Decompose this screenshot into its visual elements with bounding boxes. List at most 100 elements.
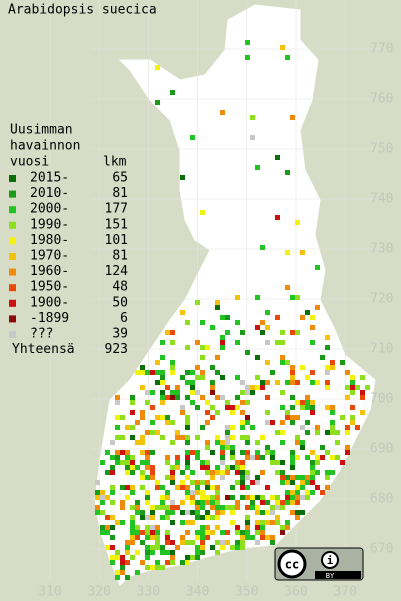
grid-square bbox=[215, 525, 220, 530]
grid-square bbox=[215, 370, 220, 375]
x-axis-label: 330 bbox=[137, 585, 160, 600]
grid-square bbox=[245, 485, 250, 490]
grid-square bbox=[170, 420, 175, 425]
grid-square bbox=[240, 425, 245, 430]
grid-square bbox=[180, 375, 185, 380]
grid-square bbox=[280, 405, 285, 410]
grid-square bbox=[295, 515, 300, 520]
grid-square bbox=[275, 505, 280, 510]
grid-square bbox=[130, 540, 135, 545]
grid-square bbox=[150, 470, 155, 475]
grid-square bbox=[170, 465, 175, 470]
legend-count: 81 bbox=[112, 186, 128, 201]
grid-square bbox=[315, 305, 320, 310]
grid-square bbox=[190, 510, 195, 515]
grid-square bbox=[165, 495, 170, 500]
grid-square bbox=[205, 345, 210, 350]
grid-square bbox=[255, 475, 260, 480]
y-axis-label: 720 bbox=[370, 292, 393, 307]
grid-square bbox=[160, 545, 165, 550]
grid-square bbox=[325, 335, 330, 340]
grid-square bbox=[95, 490, 100, 495]
grid-square bbox=[285, 360, 290, 365]
grid-square bbox=[100, 495, 105, 500]
grid-square bbox=[165, 420, 170, 425]
grid-square bbox=[105, 530, 110, 535]
grid-square bbox=[240, 475, 245, 480]
grid-square bbox=[280, 390, 285, 395]
grid-square bbox=[185, 540, 190, 545]
grid-square bbox=[240, 380, 245, 385]
grid-square bbox=[215, 505, 220, 510]
grid-square bbox=[290, 460, 295, 465]
grid-square bbox=[305, 475, 310, 480]
legend-swatch bbox=[9, 237, 16, 245]
grid-square bbox=[195, 490, 200, 495]
grid-square bbox=[140, 415, 145, 420]
grid-square bbox=[210, 385, 215, 390]
grid-square bbox=[140, 475, 145, 480]
grid-square bbox=[350, 415, 355, 420]
grid-square bbox=[185, 465, 190, 470]
grid-square bbox=[275, 515, 280, 520]
y-axis-label: 680 bbox=[370, 492, 393, 507]
grid-square bbox=[165, 560, 170, 565]
grid-square bbox=[160, 390, 165, 395]
grid-square bbox=[210, 485, 215, 490]
grid-square bbox=[280, 45, 285, 50]
legend-swatch bbox=[9, 284, 16, 292]
grid-square bbox=[200, 320, 205, 325]
grid-square bbox=[290, 450, 295, 455]
cc-badge: cc i BY bbox=[274, 547, 364, 581]
grid-square bbox=[305, 405, 310, 410]
grid-square bbox=[200, 490, 205, 495]
grid-square bbox=[290, 465, 295, 470]
grid-square bbox=[240, 420, 245, 425]
grid-square bbox=[115, 460, 120, 465]
grid-square bbox=[210, 365, 215, 370]
x-axis-label: 370 bbox=[333, 585, 356, 600]
grid-square bbox=[295, 490, 300, 495]
grid-square bbox=[275, 495, 280, 500]
grid-square bbox=[255, 480, 260, 485]
grid-square bbox=[280, 430, 285, 435]
grid-square bbox=[200, 345, 205, 350]
grid-square bbox=[105, 545, 110, 550]
grid-square bbox=[310, 475, 315, 480]
grid-square bbox=[235, 470, 240, 475]
grid-square bbox=[225, 465, 230, 470]
grid-square bbox=[245, 350, 250, 355]
grid-square bbox=[205, 410, 210, 415]
grid-square bbox=[145, 555, 150, 560]
grid-square bbox=[145, 450, 150, 455]
grid-square bbox=[250, 425, 255, 430]
grid-square bbox=[295, 510, 300, 515]
grid-square bbox=[190, 480, 195, 485]
grid-square bbox=[220, 470, 225, 475]
grid-square bbox=[245, 505, 250, 510]
grid-square bbox=[180, 470, 185, 475]
grid-square bbox=[295, 495, 300, 500]
grid-square bbox=[260, 470, 265, 475]
grid-square bbox=[315, 485, 320, 490]
grid-square bbox=[330, 360, 335, 365]
grid-square bbox=[170, 550, 175, 555]
grid-square bbox=[180, 480, 185, 485]
grid-square bbox=[305, 375, 310, 380]
grid-square bbox=[200, 460, 205, 465]
y-axis-label: 710 bbox=[370, 342, 393, 357]
legend-count: 151 bbox=[105, 217, 128, 232]
grid-square bbox=[125, 560, 130, 565]
grid-square bbox=[195, 300, 200, 305]
grid-square bbox=[205, 485, 210, 490]
grid-square bbox=[110, 485, 115, 490]
grid-square bbox=[245, 450, 250, 455]
grid-square bbox=[100, 500, 105, 505]
legend-count: 6 bbox=[120, 311, 128, 326]
grid-square bbox=[205, 440, 210, 445]
grid-square bbox=[265, 325, 270, 330]
grid-square bbox=[130, 525, 135, 530]
grid-square bbox=[145, 455, 150, 460]
grid-square bbox=[290, 375, 295, 380]
grid-square bbox=[230, 445, 235, 450]
